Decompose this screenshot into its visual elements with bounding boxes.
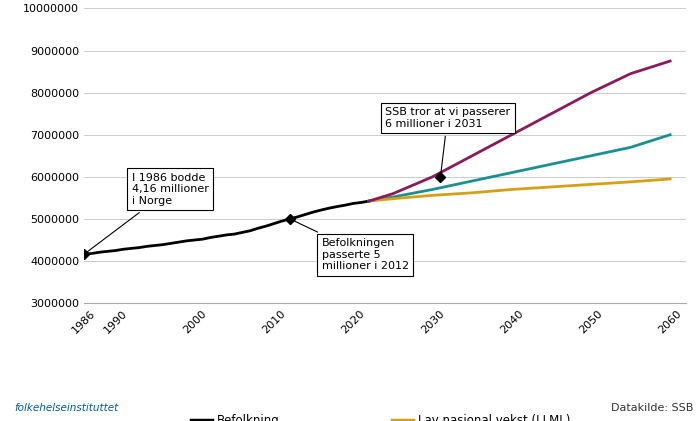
Text: Befolkningen
passerte 5
millioner i 2012: Befolkningen passerte 5 millioner i 2012 <box>293 220 409 271</box>
Text: folkehelseinstituttet: folkehelseinstituttet <box>14 402 118 413</box>
Text: SSB tror at vi passerer
6 millioner i 2031: SSB tror at vi passerer 6 millioner i 20… <box>385 107 510 174</box>
Legend: Befolkning, Hovedalternativet (MMMM), Lav nasjonal vekst (LLML), Høy nasjonal ve: Befolkning, Hovedalternativet (MMMM), La… <box>186 409 584 421</box>
Text: I 1986 bodde
4,16 millioner
i Norge: I 1986 bodde 4,16 millioner i Norge <box>86 173 209 253</box>
Text: Datakilde: SSB: Datakilde: SSB <box>610 402 693 413</box>
